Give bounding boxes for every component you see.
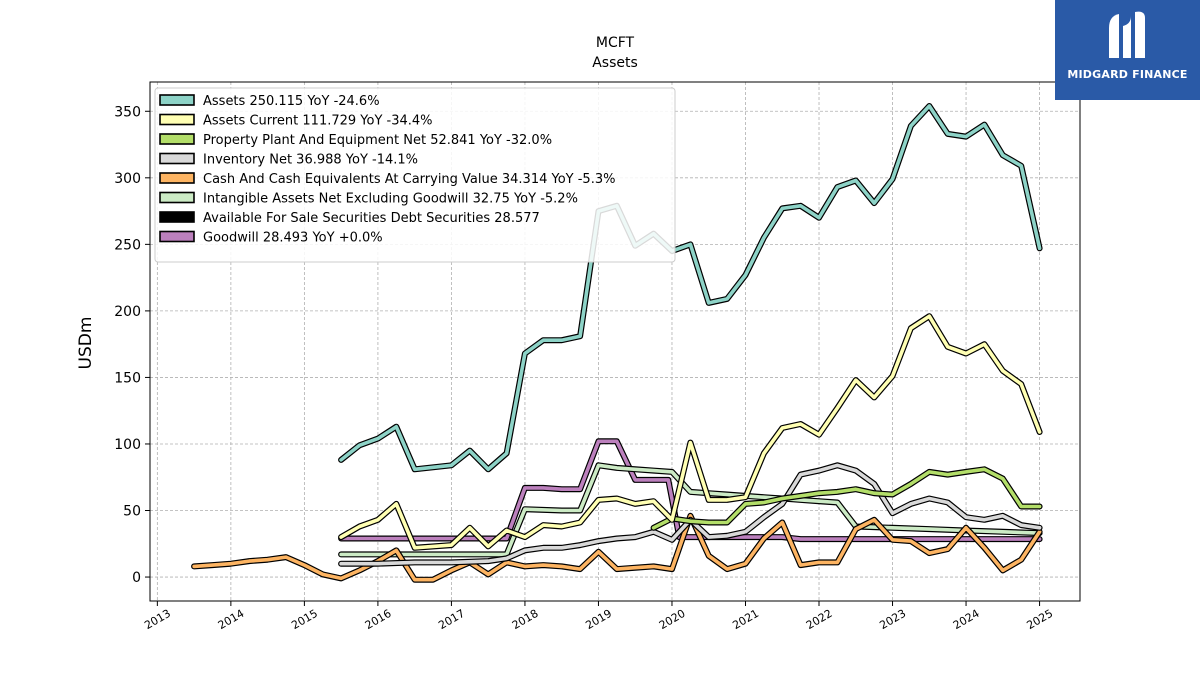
x-tick-label: 2023: [877, 607, 908, 632]
y-tick-label: 0: [132, 570, 141, 586]
plot-lines: [191, 103, 1043, 583]
legend-box: [154, 87, 676, 263]
y-tick-label: 150: [114, 370, 141, 386]
y-axis-label: USDm: [76, 317, 96, 370]
series-line-inventory-net: [339, 463, 1042, 566]
plot-frame: [149, 81, 1081, 602]
x-tick-label: 2020: [657, 607, 688, 632]
legend: Assets 250.115 YoY -24.6% Assets Current …: [154, 87, 676, 263]
legend-swatch: [159, 133, 195, 145]
legend-swatch: [159, 230, 195, 243]
legend-label: Goodwill 28.493 YoY +0.0%: [203, 231, 383, 246]
legend-label: Available For Sale Securities Debt Secur…: [203, 211, 540, 226]
legend-label: Property Plant And Equipment Net 52.841 …: [203, 133, 552, 148]
legend-swatch: [159, 94, 195, 106]
x-tick-label: 2013: [142, 607, 173, 632]
legend-swatch: [159, 211, 195, 223]
series-line-cash-and-cash-equivalents-at-carrying-value: [192, 513, 1042, 582]
series-line-intangible-assets-net-excluding-goodwill: [339, 463, 1042, 557]
legend-swatch: [159, 113, 195, 126]
series-line-property-plant-and-equipment-net: [651, 467, 1042, 530]
legend-label: Intangible Assets Net Excluding Goodwill…: [203, 192, 578, 207]
x-tick-label: 2022: [804, 607, 835, 632]
x-tick-label: 2015: [289, 607, 320, 632]
x-tick-label: 2014: [216, 607, 247, 632]
x-tick-label: 2018: [510, 607, 541, 632]
x-tick-label: 2016: [363, 607, 394, 632]
legend-label: Cash And Cash Equivalents At Carrying Va…: [203, 172, 615, 187]
y-tick-label: 100: [114, 437, 141, 453]
x-tick-label: 2024: [951, 607, 982, 632]
y-tick-label: 350: [114, 104, 141, 120]
legend-swatch: [159, 172, 195, 184]
series-line-assets-current: [339, 314, 1042, 550]
chart-title: MCFT: [596, 35, 635, 51]
x-tick-label: 2021: [730, 607, 761, 632]
x-tick-label: 2025: [1024, 607, 1055, 632]
chart-subtitle: Assets: [592, 55, 638, 71]
legend-label: Assets 250.115 YoY -24.6%: [203, 94, 380, 109]
y-tick-label: 300: [114, 171, 141, 187]
brand-logo: MIDGARD FINANCE: [1055, 0, 1200, 100]
legend-label: Inventory Net 36.988 YoY -14.1%: [203, 153, 418, 168]
x-tick-label: 2017: [436, 607, 467, 632]
legend-swatch: [159, 191, 195, 204]
legend-swatch: [159, 152, 195, 165]
series-line-assets: [339, 104, 1042, 472]
y-tick-label: 250: [114, 237, 141, 253]
x-tick-label: 2019: [583, 607, 614, 632]
legend-label: Assets Current 111.729 YoY -34.4%: [203, 114, 433, 129]
brand-name: MIDGARD FINANCE: [1067, 68, 1188, 81]
y-tick-label: 50: [123, 504, 141, 520]
y-tick-label: 200: [114, 304, 141, 320]
brand-logo-icon: [1109, 11, 1145, 59]
